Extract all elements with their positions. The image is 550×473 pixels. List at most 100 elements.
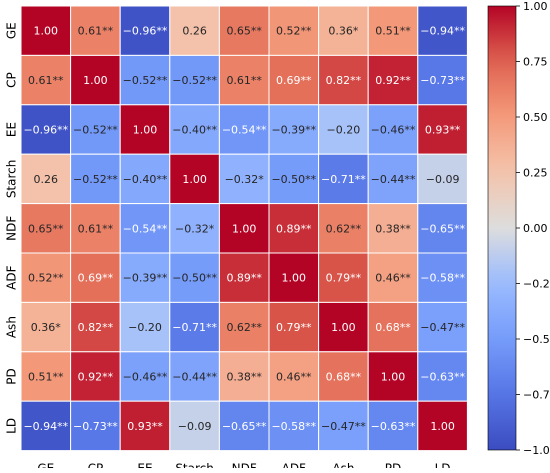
row-label-cp: CP [5,72,19,88]
heatmap-cell-adf-adf [268,252,320,303]
heatmap-cell-ee-starch [169,104,220,155]
heatmap-cell-ndf-starch [169,203,220,254]
cell-label-ndf-pd: 0.38** [375,222,411,235]
cell-label-starch-starch: 1.00 [182,173,207,186]
cell-label-adf-cp: 0.69** [78,272,114,285]
cell-label-starch-pd: −0.44** [371,173,416,186]
cell-label-cp-cp: 1.00 [83,74,108,87]
column-label-ndf: NDF [232,462,257,468]
cell-annotations: 1.00 0.61** −0.96** 0.26 0.65** 0.52** 0.36* 0.… [23,25,465,433]
colorbar: 1.00 0.75 0.50 0.25 0.00 −0.25 −0.50 −0.75 −1.00 [487,0,550,457]
cell-label-cp-ld: −0.73** [420,74,465,87]
cell-label-adf-ash: 0.79** [326,272,362,285]
heatmap-cell-starch-starch [169,153,220,205]
cell-label-starch-ld: −0.09 [426,173,460,186]
cell-label-ee-adf: −0.39** [271,124,316,137]
heatmap-cell-pd-ash [318,351,369,402]
colorbar-tick-label: −0.50 [523,333,550,346]
cell-label-ash-ee: −0.20 [128,321,162,334]
colorbar-tick-label: 1.00 [523,0,548,13]
cell-label-ndf-ndf: 1.00 [232,222,257,235]
cell-label-ld-ee: 0.93** [127,420,163,433]
heatmap-cell-ndf-ld [417,203,468,254]
column-label-cp: CP [88,462,104,468]
cell-label-ge-ld: −0.94** [420,25,465,38]
cell-label-starch-ee: −0.40** [123,173,168,186]
cell-label-ee-ndf: −0.54** [222,124,267,137]
cell-label-ee-starch: −0.40** [172,124,217,137]
cell-label-pd-ee: −0.46** [123,371,168,384]
heatmap-cell-pd-ndf [218,351,270,402]
cell-label-ash-cp: 0.82** [78,321,114,334]
cell-label-ee-cp: −0.52** [73,124,118,137]
cell-label-ld-ndf: −0.65** [222,420,267,433]
column-label-pd: PD [385,462,401,468]
cell-label-ndf-ge: 0.65** [28,222,64,235]
heatmap-cell-ee-ee [119,104,171,155]
cell-label-ash-ash: 1.00 [331,321,356,334]
column-label-ld: LD [435,462,451,468]
cell-label-adf-ndf: 0.89** [226,272,262,285]
heatmap-cell-ndf-adf [268,203,320,254]
heatmap-cell-adf-ndf [218,252,270,303]
cell-label-ash-adf: 0.79** [276,321,312,334]
heatmap-cell-pd-ge [20,351,72,402]
heatmap-cell-cp-ash [318,54,369,106]
heatmap-cell-adf-ge [20,252,72,303]
heatmap-cell-ge-adf [268,5,320,56]
cell-label-ld-adf: −0.58** [271,420,316,433]
row-label-adf: ADF [5,265,19,289]
cell-label-ndf-ash: 0.62** [326,222,362,235]
colorbar-tick-label: −1.00 [523,444,550,457]
column-labels: GE CP EE Starch NDF ADF Ash PD LD [37,462,451,473]
colorbar-tick-label: 0.25 [523,167,548,180]
heatmap-cell-cp-ld [417,54,468,106]
cell-label-cp-ndf: 0.61** [226,74,262,87]
cell-label-ge-cp: 0.61** [78,25,114,38]
colorbar-tick-label: −0.25 [523,278,550,291]
heatmap-cell-adf-ld [417,252,468,303]
cell-label-starch-ash: −0.71** [321,173,366,186]
cell-label-ash-pd: 0.68** [375,321,411,334]
heatmap-cell-ld-ee [119,400,171,452]
row-label-ee: EE [5,122,19,137]
heatmap-cell-ee-ge [20,104,72,155]
cell-label-cp-ash: 0.82** [326,74,362,87]
cell-label-pd-ash: 0.68** [326,371,362,384]
cell-label-cp-ge: 0.61** [28,74,64,87]
cell-label-ge-ge: 1.00 [34,25,59,38]
heatmap-cell-pd-adf [268,351,320,402]
cell-label-ge-adf: 0.52** [276,25,312,38]
cell-label-ndf-ld: −0.65** [420,222,465,235]
heatmap-cell-pd-starch [169,351,220,402]
cell-label-ld-ge: −0.94** [23,420,68,433]
column-label-adf: ADF [282,462,306,468]
cell-label-ld-pd: −0.63** [371,420,416,433]
heatmap-cell-adf-ee [119,252,171,303]
cell-label-ee-ash: −0.20 [327,124,361,137]
cell-label-cp-ee: −0.52** [123,74,168,87]
cell-label-starch-ge: 0.26 [34,173,59,186]
row-labels: GE CP EE Starch NDF ADF Ash PD LD [5,22,19,434]
colorbar-tick-label: 0.75 [523,56,548,69]
cell-label-ash-ld: −0.47** [420,321,465,334]
cell-label-cp-starch: −0.52** [172,74,217,87]
cell-label-ndf-starch: −0.32* [175,222,215,235]
heatmap-cell-ld-ge [20,400,72,452]
cell-label-pd-ld: −0.63** [420,371,465,384]
heatmap-cell-ld-ash [318,400,369,452]
cell-label-adf-adf: 1.00 [282,272,307,285]
heatmap-cell-ee-ndf [218,104,270,155]
cell-label-ash-ndf: 0.62** [226,321,262,334]
heatmap-cell-adf-pd [367,252,419,303]
cell-label-ld-ld: 1.00 [430,420,455,433]
cell-label-ash-ge: 0.36* [31,321,61,334]
cell-label-ld-cp: −0.73** [73,420,118,433]
heatmap-cell-adf-cp [70,252,121,303]
cell-label-pd-starch: −0.44** [172,371,217,384]
cell-label-ge-ndf: 0.65** [226,25,262,38]
cell-label-cp-adf: 0.69** [276,74,312,87]
heatmap-cell-pd-ee [119,351,171,402]
cell-label-adf-ld: −0.58** [420,272,465,285]
